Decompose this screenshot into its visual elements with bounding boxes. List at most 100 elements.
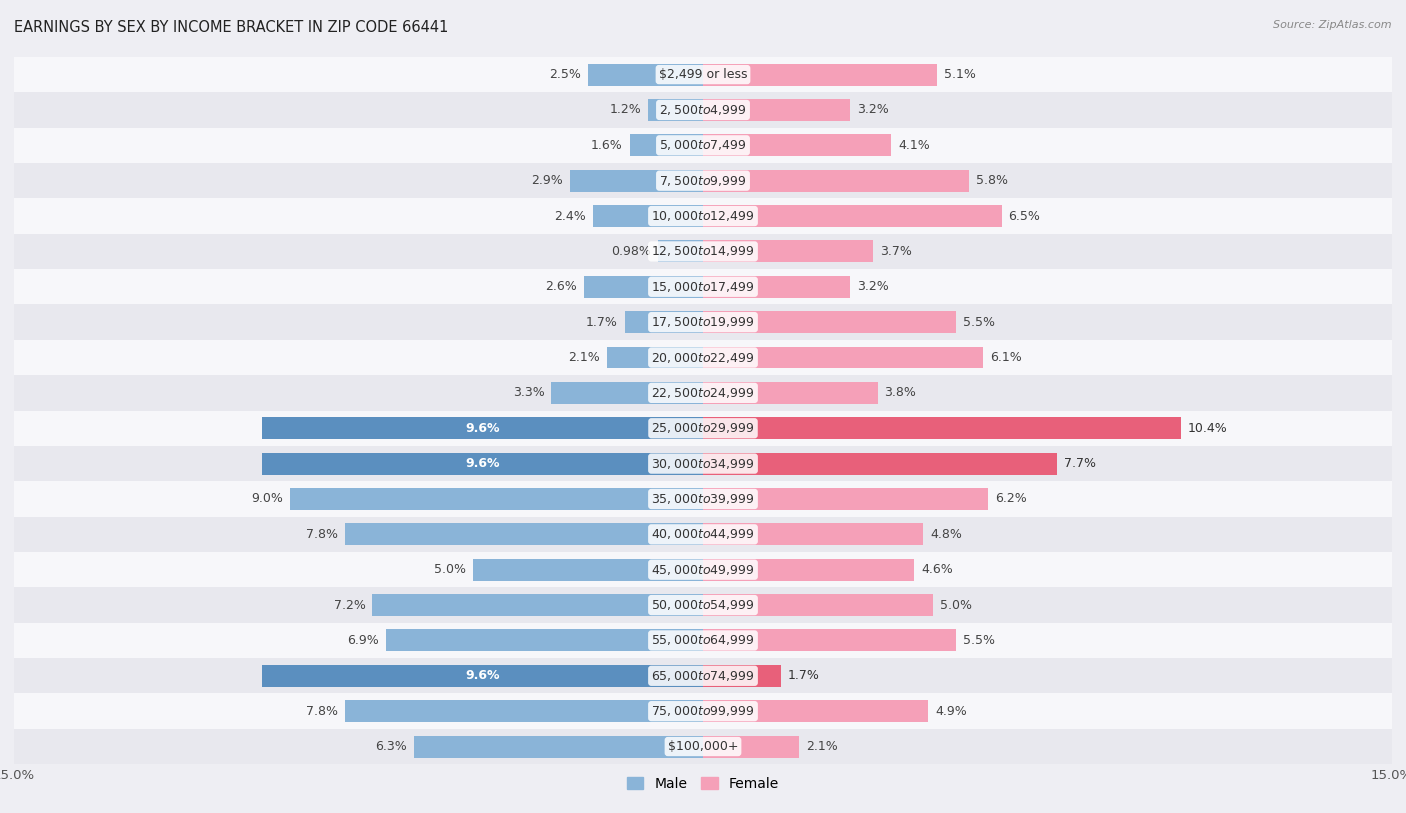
Bar: [344, 524, 703, 546]
Text: Source: ZipAtlas.com: Source: ZipAtlas.com: [1274, 20, 1392, 30]
Text: 9.6%: 9.6%: [465, 422, 499, 435]
Text: $22,500 to $24,999: $22,500 to $24,999: [651, 386, 755, 400]
Bar: [593, 205, 703, 227]
Bar: [14, 304, 1392, 340]
Bar: [344, 700, 703, 722]
Text: $50,000 to $54,999: $50,000 to $54,999: [651, 598, 755, 612]
Bar: [703, 629, 956, 651]
Text: $15,000 to $17,499: $15,000 to $17,499: [651, 280, 755, 293]
Text: 1.6%: 1.6%: [591, 139, 623, 152]
Bar: [703, 594, 932, 616]
Text: $65,000 to $74,999: $65,000 to $74,999: [651, 669, 755, 683]
Bar: [413, 736, 703, 758]
Bar: [703, 524, 924, 546]
Bar: [606, 346, 703, 368]
Bar: [658, 241, 703, 263]
Text: 7.2%: 7.2%: [333, 598, 366, 611]
Text: $17,500 to $19,999: $17,500 to $19,999: [651, 315, 755, 329]
Text: $40,000 to $44,999: $40,000 to $44,999: [651, 528, 755, 541]
Text: $25,000 to $29,999: $25,000 to $29,999: [651, 421, 755, 435]
Bar: [703, 241, 873, 263]
Bar: [474, 559, 703, 580]
Text: $20,000 to $22,499: $20,000 to $22,499: [651, 350, 755, 364]
Bar: [703, 559, 914, 580]
Text: $5,000 to $7,499: $5,000 to $7,499: [659, 138, 747, 152]
Bar: [703, 665, 782, 687]
Text: 1.7%: 1.7%: [787, 669, 820, 682]
Text: 1.7%: 1.7%: [586, 315, 619, 328]
Text: 4.6%: 4.6%: [921, 563, 953, 576]
Bar: [14, 340, 1392, 375]
Bar: [703, 311, 956, 333]
Text: 4.9%: 4.9%: [935, 705, 967, 718]
Bar: [703, 99, 851, 121]
Text: EARNINGS BY SEX BY INCOME BRACKET IN ZIP CODE 66441: EARNINGS BY SEX BY INCOME BRACKET IN ZIP…: [14, 20, 449, 35]
Text: 2.1%: 2.1%: [568, 351, 599, 364]
Bar: [703, 736, 800, 758]
Bar: [583, 276, 703, 298]
Bar: [14, 198, 1392, 234]
Text: 7.8%: 7.8%: [307, 705, 337, 718]
Text: 2.5%: 2.5%: [550, 68, 581, 81]
Bar: [262, 665, 703, 687]
Text: 2.4%: 2.4%: [554, 210, 586, 223]
Text: 5.1%: 5.1%: [945, 68, 976, 81]
Bar: [14, 659, 1392, 693]
Bar: [373, 594, 703, 616]
Bar: [703, 346, 983, 368]
Bar: [14, 552, 1392, 587]
Bar: [569, 170, 703, 192]
Text: 5.5%: 5.5%: [963, 315, 994, 328]
Bar: [290, 488, 703, 510]
Bar: [14, 269, 1392, 304]
Text: 6.9%: 6.9%: [347, 634, 380, 647]
Text: 7.7%: 7.7%: [1063, 457, 1095, 470]
Text: 7.8%: 7.8%: [307, 528, 337, 541]
Bar: [648, 99, 703, 121]
Bar: [14, 163, 1392, 198]
Bar: [703, 453, 1057, 475]
Text: 6.2%: 6.2%: [994, 493, 1026, 506]
Bar: [703, 276, 851, 298]
Text: 6.5%: 6.5%: [1008, 210, 1040, 223]
Bar: [630, 134, 703, 156]
Bar: [14, 233, 1392, 269]
Bar: [703, 700, 928, 722]
Bar: [14, 517, 1392, 552]
Text: 5.5%: 5.5%: [963, 634, 994, 647]
Bar: [14, 729, 1392, 764]
Bar: [703, 205, 1001, 227]
Text: $2,499 or less: $2,499 or less: [659, 68, 747, 81]
Text: 1.2%: 1.2%: [609, 103, 641, 116]
Text: 3.2%: 3.2%: [856, 280, 889, 293]
Text: 9.0%: 9.0%: [250, 493, 283, 506]
Bar: [703, 417, 1181, 439]
Text: 9.6%: 9.6%: [465, 669, 499, 682]
Bar: [588, 63, 703, 85]
Bar: [387, 629, 703, 651]
Bar: [14, 128, 1392, 163]
Bar: [14, 92, 1392, 128]
Bar: [14, 411, 1392, 446]
Text: $10,000 to $12,499: $10,000 to $12,499: [651, 209, 755, 223]
Text: 0.98%: 0.98%: [612, 245, 651, 258]
Text: 3.8%: 3.8%: [884, 386, 917, 399]
Text: 3.3%: 3.3%: [513, 386, 544, 399]
Text: 2.1%: 2.1%: [807, 740, 838, 753]
Bar: [703, 382, 877, 404]
Bar: [624, 311, 703, 333]
Bar: [703, 63, 938, 85]
Text: 6.1%: 6.1%: [990, 351, 1022, 364]
Bar: [14, 57, 1392, 92]
Text: 4.1%: 4.1%: [898, 139, 929, 152]
Text: 3.7%: 3.7%: [880, 245, 911, 258]
Text: $100,000+: $100,000+: [668, 740, 738, 753]
Text: 9.6%: 9.6%: [465, 457, 499, 470]
Text: $75,000 to $99,999: $75,000 to $99,999: [651, 704, 755, 718]
Bar: [703, 134, 891, 156]
Text: $35,000 to $39,999: $35,000 to $39,999: [651, 492, 755, 506]
Text: $45,000 to $49,999: $45,000 to $49,999: [651, 563, 755, 576]
Bar: [14, 693, 1392, 729]
Bar: [703, 488, 988, 510]
Legend: Male, Female: Male, Female: [621, 771, 785, 796]
